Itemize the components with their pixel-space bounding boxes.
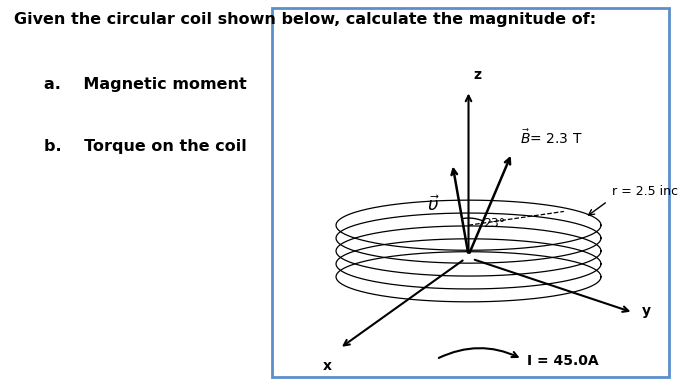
- Text: $\vec{B}$= 2.3 T: $\vec{B}$= 2.3 T: [521, 129, 583, 147]
- FancyBboxPatch shape: [272, 8, 669, 377]
- Text: y: y: [642, 304, 650, 318]
- Text: x: x: [323, 359, 332, 373]
- Text: $\vec{\upsilon}$: $\vec{\upsilon}$: [427, 195, 439, 215]
- Text: a.    Magnetic moment: a. Magnetic moment: [43, 77, 246, 92]
- Text: b.    Torque on the coil: b. Torque on the coil: [43, 139, 246, 154]
- Text: I = 45.0A: I = 45.0A: [527, 354, 599, 368]
- Text: z: z: [473, 68, 481, 82]
- Text: 23°: 23°: [483, 217, 505, 230]
- Text: r = 2.5 inch: r = 2.5 inch: [612, 185, 679, 198]
- Text: Given the circular coil shown below, calculate the magnitude of:: Given the circular coil shown below, cal…: [14, 12, 595, 27]
